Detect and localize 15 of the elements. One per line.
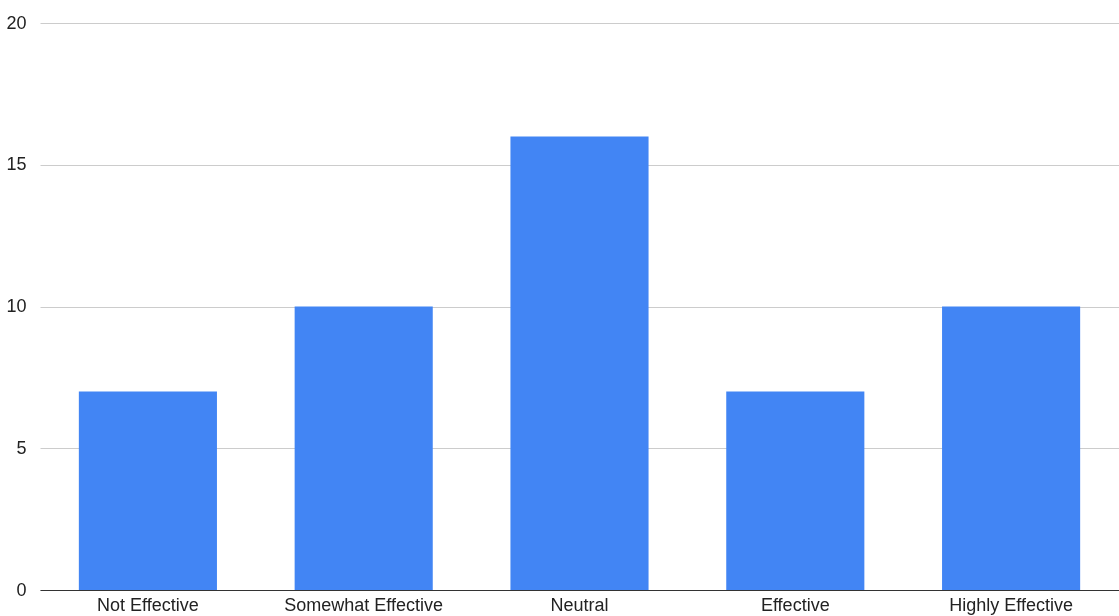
bar xyxy=(78,391,217,590)
y-tick-label: 5 xyxy=(16,437,27,458)
y-tick-label: 10 xyxy=(6,296,27,316)
x-tick-label: Effective xyxy=(760,594,830,615)
bar xyxy=(294,306,433,590)
bar xyxy=(942,306,1081,590)
y-tick-label: 0 xyxy=(16,579,27,600)
y-tick-label: 15 xyxy=(6,154,27,175)
x-tick-label: Not Effective xyxy=(97,594,199,615)
x-tick-label: Somewhat Effective xyxy=(284,594,444,615)
bar xyxy=(510,136,649,590)
y-tick-label: 20 xyxy=(6,12,27,33)
x-tick-label: Neutral xyxy=(550,594,609,615)
bar xyxy=(726,391,865,590)
x-tick-label: Highly Effective xyxy=(949,594,1073,615)
